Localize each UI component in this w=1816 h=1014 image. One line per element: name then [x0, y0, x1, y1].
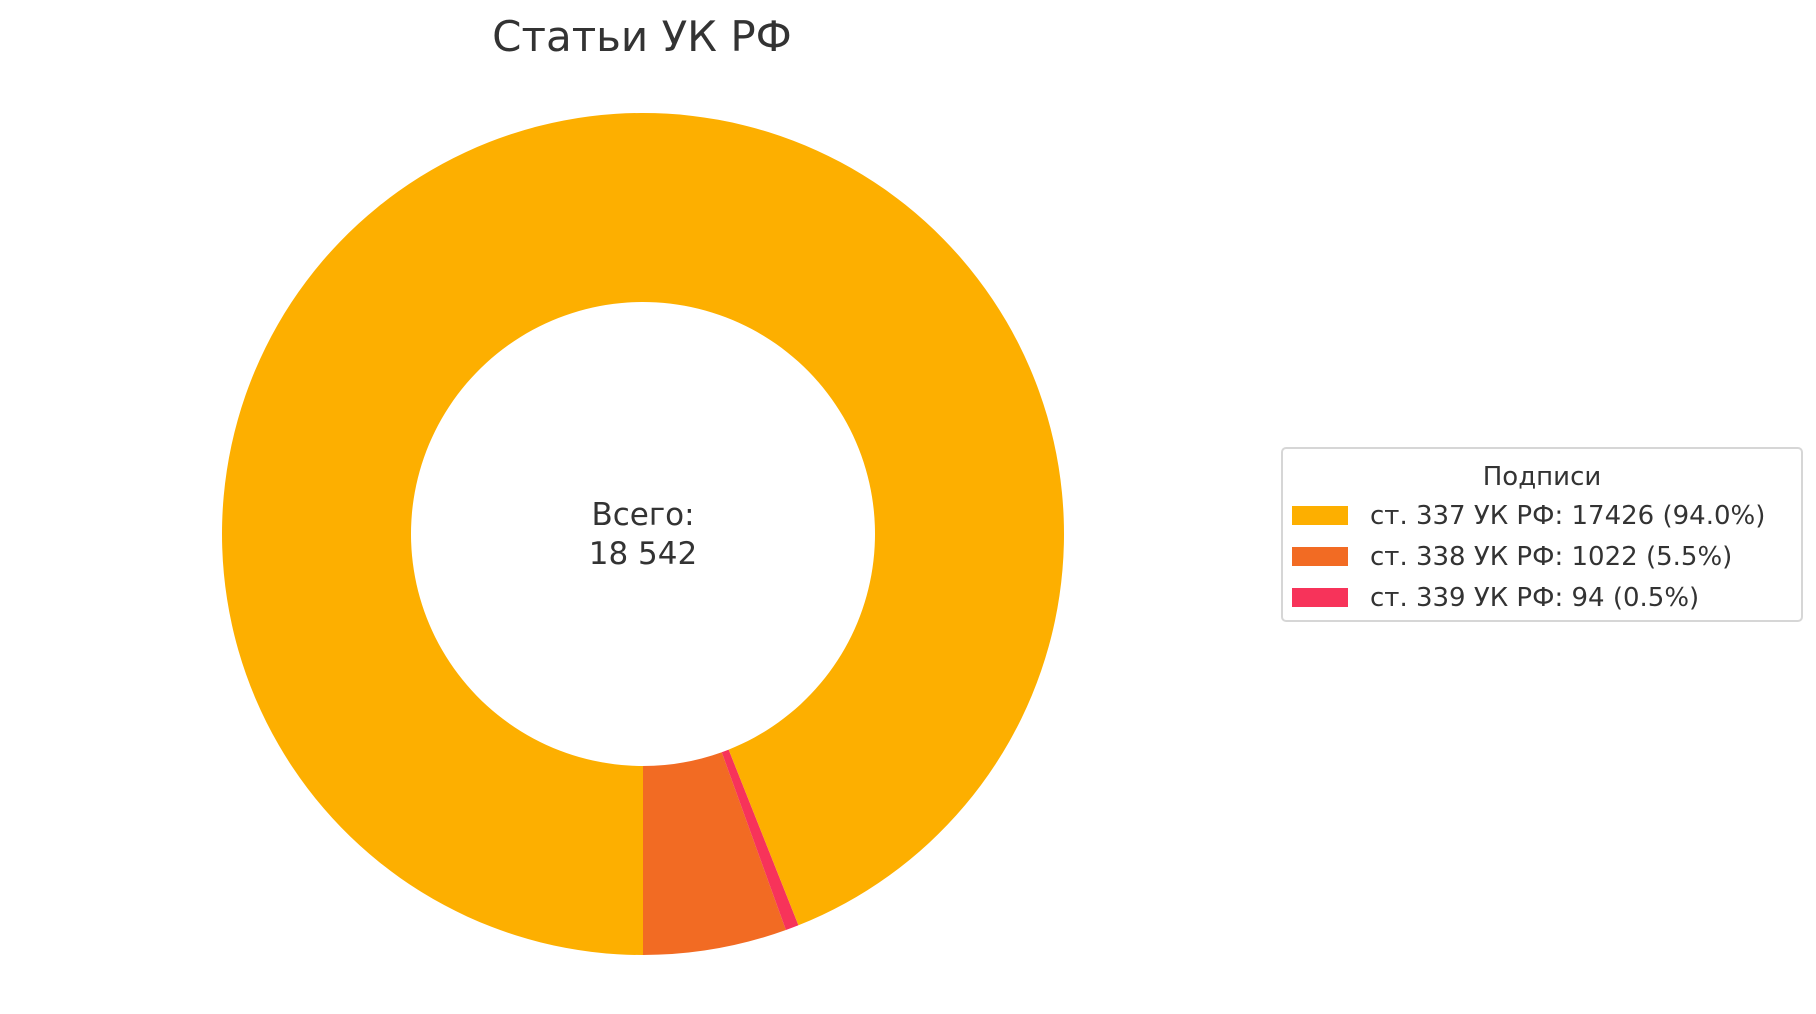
legend: Подписи ст. 337 УК РФ: 17426 (94.0%) ст.…: [1281, 447, 1803, 622]
legend-item-338: ст. 338 УК РФ: 1022 (5.5%): [1283, 536, 1801, 577]
legend-label-337: ст. 337 УК РФ: 17426 (94.0%): [1370, 500, 1766, 531]
slice-339: [721, 749, 799, 931]
center-label-line1: Всего:: [591, 497, 694, 533]
legend-item-339: ст. 339 УК РФ: 94 (0.5%): [1283, 577, 1801, 618]
center-label-total: 18 542: [589, 536, 697, 572]
chart-title: Статьи УК РФ: [492, 12, 792, 61]
slice-338: [643, 752, 786, 955]
legend-swatch-337: [1292, 506, 1348, 525]
legend-swatch-338: [1292, 547, 1348, 566]
slice-337: [222, 112, 1065, 955]
legend-swatch-339: [1292, 588, 1348, 607]
legend-item-337: ст. 337 УК РФ: 17426 (94.0%): [1283, 495, 1801, 536]
legend-label-338: ст. 338 УК РФ: 1022 (5.5%): [1370, 541, 1733, 572]
legend-title: Подписи: [1482, 462, 1602, 492]
legend-label-339: ст. 339 УК РФ: 94 (0.5%): [1370, 582, 1700, 613]
